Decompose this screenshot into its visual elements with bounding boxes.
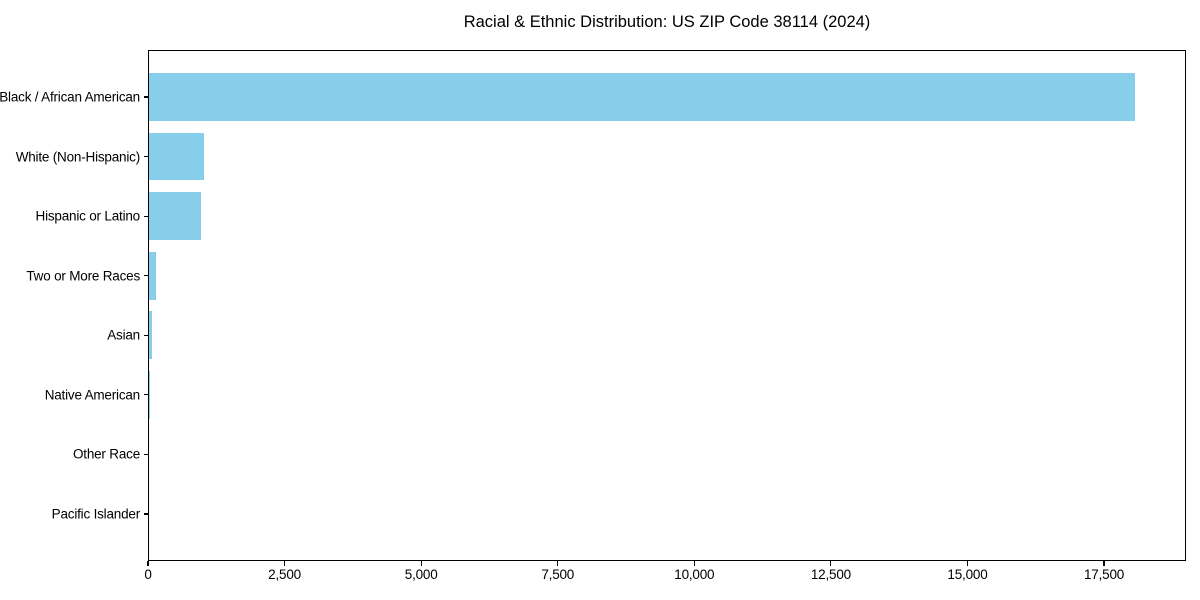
y-tick-mark: [143, 156, 148, 158]
chart-title: Racial & Ethnic Distribution: US ZIP Cod…: [463, 13, 871, 31]
y-tick-mark: [143, 513, 148, 515]
x-tick-mark: [283, 561, 286, 566]
y-axis-label-other-race: Other Race: [72, 446, 140, 462]
x-axis-tick-label: 7,500: [541, 567, 575, 582]
x-tick-mark: [147, 561, 149, 566]
x-axis-tick-label: 17,500: [1084, 567, 1125, 582]
y-axis-label-native-american: Native American: [44, 387, 140, 403]
x-tick-mark: [693, 561, 695, 566]
bar-white-non-hispanic: [149, 132, 204, 181]
y-tick-mark: [143, 275, 148, 277]
y-axis-label-white-non-hispanic: White (Non-Hispanic): [15, 149, 140, 165]
x-tick-mark: [1103, 561, 1105, 566]
plot-area: [148, 50, 1186, 561]
x-axis-tick-label: 12,500: [810, 567, 851, 582]
y-axis-label-asian: Asian: [107, 327, 140, 343]
x-tick-mark: [966, 561, 969, 566]
y-axis-label-two-or-more-races: Two or More Races: [26, 268, 140, 284]
x-tick-mark: [557, 561, 559, 566]
y-tick-mark: [143, 334, 148, 336]
y-tick-mark: [143, 453, 148, 455]
x-axis-tick-label: 2,500: [268, 567, 301, 582]
x-axis-tick-label: 15,000: [947, 567, 988, 582]
x-axis-tick-label: 0: [144, 567, 152, 582]
y-tick-mark: [143, 215, 148, 217]
y-tick-mark: [143, 394, 148, 396]
x-axis-tick-label: 5,000: [404, 567, 438, 582]
bar-hispanic-or-latino: [149, 192, 201, 240]
x-tick-mark: [420, 561, 422, 566]
y-axis-label-black-african-american: Black / African American: [0, 89, 140, 105]
y-tick-mark: [143, 96, 148, 98]
bar-asian: [149, 311, 153, 360]
y-axis-label-hispanic-or-latino: Hispanic or Latino: [35, 208, 141, 224]
x-axis-tick-label: 10,000: [674, 567, 715, 582]
bar-black-african-american: [149, 73, 1136, 121]
y-axis-label-pacific-islander: Pacific Islander: [51, 506, 141, 522]
x-tick-mark: [830, 561, 832, 566]
bar-two-or-more-races: [149, 251, 157, 300]
